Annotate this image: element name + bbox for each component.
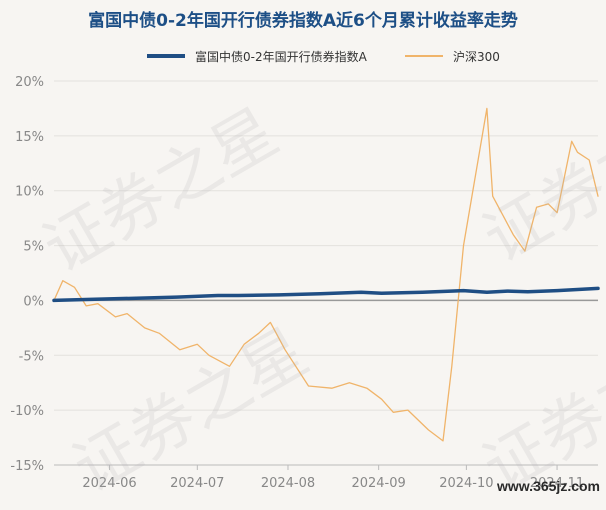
x-tick-label: 2024-08 — [261, 476, 315, 491]
x-tick-label: 2024-11 — [530, 476, 584, 491]
legend: 富国中债0-2年国开行债券指数A 沪深300 — [0, 46, 606, 66]
x-tick-label: 2024-10 — [439, 476, 493, 491]
y-tick-label: 5% — [23, 240, 44, 255]
x-tick-label: 2024-06 — [82, 476, 136, 491]
series-line-index — [53, 107, 599, 442]
y-tick-label: -15% — [10, 459, 44, 474]
y-tick-label: -10% — [10, 404, 44, 419]
legend-swatch-index — [405, 55, 443, 57]
chart-title: 富国中债0-2年国开行债券指数A近6个月累计收益率走势 — [88, 11, 518, 31]
x-tick-label: 2024-09 — [351, 476, 405, 491]
legend-item-fund[interactable]: 富国中债0-2年国开行债券指数A — [147, 46, 367, 66]
legend-label-fund: 富国中债0-2年国开行债券指数A — [195, 49, 367, 64]
series-line-fund — [52, 286, 600, 303]
legend-swatch-fund — [147, 54, 185, 58]
x-tick-label: 2024-07 — [170, 476, 224, 491]
y-tick-label: -5% — [19, 349, 44, 364]
y-tick-label: 10% — [15, 185, 44, 200]
y-tick-label: 20% — [15, 75, 44, 90]
legend-item-index[interactable]: 沪深300 — [405, 46, 500, 66]
y-tick-label: 15% — [15, 130, 44, 145]
legend-label-index: 沪深300 — [453, 49, 500, 64]
y-tick-label: 0% — [23, 294, 44, 309]
site-watermark: www.365jz.com — [497, 478, 600, 494]
